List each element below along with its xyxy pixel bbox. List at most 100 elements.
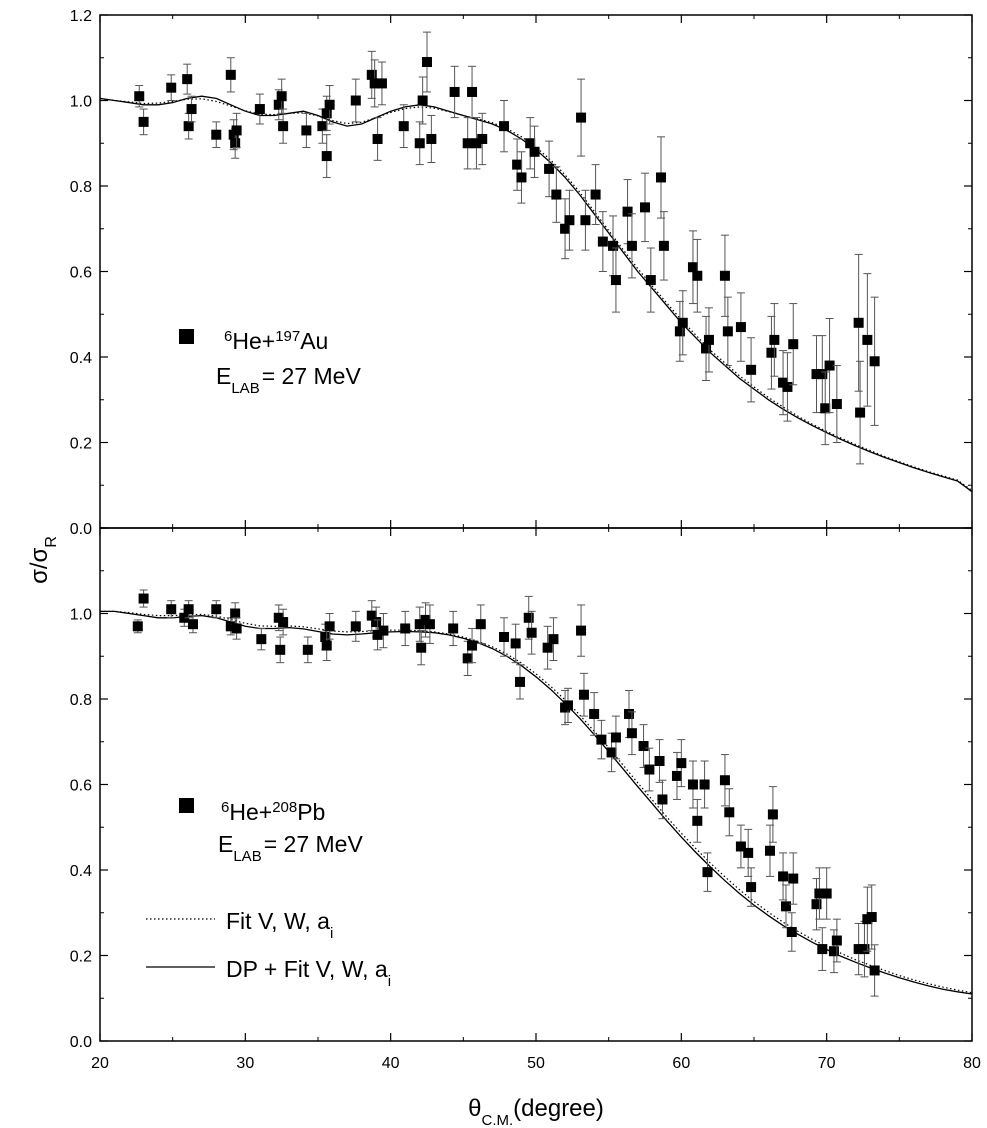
data-point [529, 146, 540, 157]
data-point [831, 935, 842, 946]
data-point [225, 621, 236, 632]
data-point [811, 369, 822, 380]
y-tick-label: 0.6 [70, 778, 92, 795]
data-point [853, 944, 864, 955]
data-point [719, 270, 730, 281]
legend-marker-top [179, 329, 194, 344]
data-point [448, 623, 459, 634]
data-point [638, 741, 649, 752]
data-point [610, 732, 621, 743]
x-tick-label: 60 [672, 1055, 690, 1072]
data-point [735, 322, 746, 333]
data-point [831, 399, 842, 410]
y-tick-label: 1.0 [70, 607, 92, 624]
y-tick-label: 0.4 [70, 350, 92, 367]
data-point [371, 617, 382, 628]
data-point [578, 689, 589, 700]
data-point [467, 640, 478, 651]
data-point [372, 629, 383, 640]
data-point [862, 334, 873, 345]
data-point [302, 644, 313, 655]
data-point [369, 78, 380, 89]
data-point [416, 642, 427, 653]
data-point [417, 95, 428, 106]
data-point [510, 638, 521, 649]
x-tick-label: 40 [382, 1055, 400, 1072]
data-point [166, 604, 177, 615]
data-point [372, 133, 383, 144]
data-point [449, 86, 460, 97]
axis-ticks: 0.0 0.2 0.4 0.6 0.8 1.0 1.2 0.0 0.2 0.4 0.6 0.8 1.0 2… [70, 8, 981, 1072]
data-point [512, 159, 523, 170]
data-point [499, 121, 510, 132]
data-point [589, 708, 600, 719]
data-point [276, 91, 287, 102]
data-point [811, 899, 822, 910]
curves [99, 95, 973, 995]
y-axis-title: σ/σR [26, 536, 60, 584]
fit-curve-dotted [99, 97, 973, 491]
data-point [703, 334, 714, 345]
data-point [855, 407, 866, 418]
data-point [580, 215, 591, 226]
data-point [186, 104, 197, 115]
data-point [821, 888, 832, 899]
data-point [166, 82, 177, 93]
data-point [814, 888, 825, 899]
data-point [597, 236, 608, 247]
data-point [590, 189, 601, 200]
data-point [743, 847, 754, 858]
data-point [746, 882, 757, 893]
data-point [562, 700, 573, 711]
data-point [301, 125, 312, 136]
data-point [687, 779, 698, 790]
x-tick-label: 20 [91, 1055, 109, 1072]
data-point [467, 86, 478, 97]
data-point [828, 946, 839, 957]
data-point [610, 275, 621, 286]
data-point [564, 215, 575, 226]
data-point [462, 653, 473, 664]
data-point [788, 339, 799, 350]
data-point [624, 708, 635, 719]
data-point [677, 317, 688, 328]
data-point [699, 779, 710, 790]
data-point [824, 360, 835, 371]
y-tick-label: 0.2 [70, 436, 92, 453]
y-tick-label: 0.8 [70, 692, 92, 709]
data-point [188, 619, 199, 630]
data-point [640, 202, 650, 213]
data-point [764, 845, 775, 856]
data-point [321, 640, 332, 651]
data-point [766, 347, 777, 358]
data-point [859, 944, 870, 955]
data-point [719, 775, 730, 786]
data-point [687, 262, 698, 273]
data-point [225, 69, 236, 80]
y-tick-label: 1.2 [70, 8, 92, 25]
data-point [366, 610, 377, 621]
data-point [256, 634, 267, 645]
data-point [576, 625, 587, 636]
y-tick-label: 0.6 [70, 265, 92, 282]
data-point [596, 734, 607, 745]
energy-label-bottom: ELAB= 27 MeV [218, 831, 363, 865]
data-point [499, 632, 510, 643]
data-point [273, 99, 284, 110]
data-point [516, 172, 527, 183]
data-point [674, 326, 685, 337]
data-point [853, 317, 864, 328]
data-point [278, 617, 289, 628]
data-point [138, 593, 149, 604]
data-point [350, 621, 361, 632]
data-point [376, 78, 387, 89]
data-point [644, 764, 655, 775]
data-point [676, 758, 687, 769]
data-point [422, 57, 432, 68]
data-point [869, 965, 880, 976]
data-point [548, 634, 559, 645]
data-point [317, 121, 328, 132]
data-point [414, 138, 425, 149]
data-point [576, 112, 587, 123]
